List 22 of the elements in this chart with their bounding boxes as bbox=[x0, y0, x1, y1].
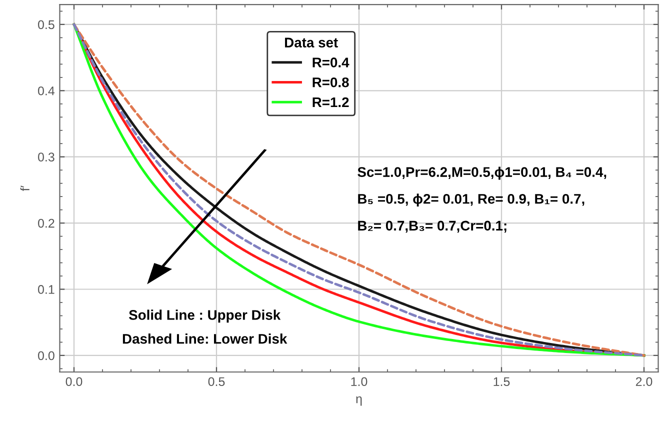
x-tick-label: 1.0 bbox=[351, 377, 368, 386]
y-tick-label: 0.1 bbox=[38, 285, 54, 294]
x-tick-label: 0.0 bbox=[66, 377, 82, 386]
x-axis-title: η bbox=[356, 396, 362, 406]
legend-label: R=0.4 bbox=[312, 58, 350, 68]
legend-title: Data set bbox=[285, 38, 338, 48]
y-axis-title: f′ bbox=[20, 186, 30, 192]
annotation: Sc=1.0,Pr=6.2,M=0.5,ϕ1=0.01, B₄ =0.4, bbox=[358, 166, 606, 180]
annotation: B₂= 0.7,B₃= 0.7,Cr=0.1; bbox=[358, 220, 506, 233]
x-tick-label: 1.5 bbox=[494, 377, 510, 386]
x-tick-label: 2.0 bbox=[636, 377, 652, 386]
x-tick-label: 0.5 bbox=[208, 377, 225, 386]
y-tick-label: 0.0 bbox=[38, 351, 54, 360]
annotation: Dashed Line: Lower Disk bbox=[122, 334, 288, 344]
legend-label: R=1.2 bbox=[312, 97, 349, 108]
y-tick-label: 0.2 bbox=[38, 218, 54, 228]
annotation: B₅ =0.5, ϕ2= 0.01, Re= 0.9, B₁= 0.7, bbox=[358, 194, 584, 207]
y-tick-label: 0.5 bbox=[38, 20, 54, 30]
legend-label: R=0.8 bbox=[312, 77, 349, 88]
y-tick-label: 0.3 bbox=[38, 152, 54, 162]
y-tick-label: 0.4 bbox=[38, 86, 55, 96]
annotation: Solid Line : Upper Disk bbox=[128, 310, 281, 323]
